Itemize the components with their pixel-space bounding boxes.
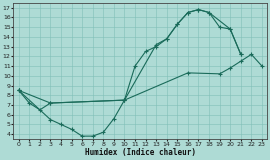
X-axis label: Humidex (Indice chaleur): Humidex (Indice chaleur)	[85, 148, 196, 157]
